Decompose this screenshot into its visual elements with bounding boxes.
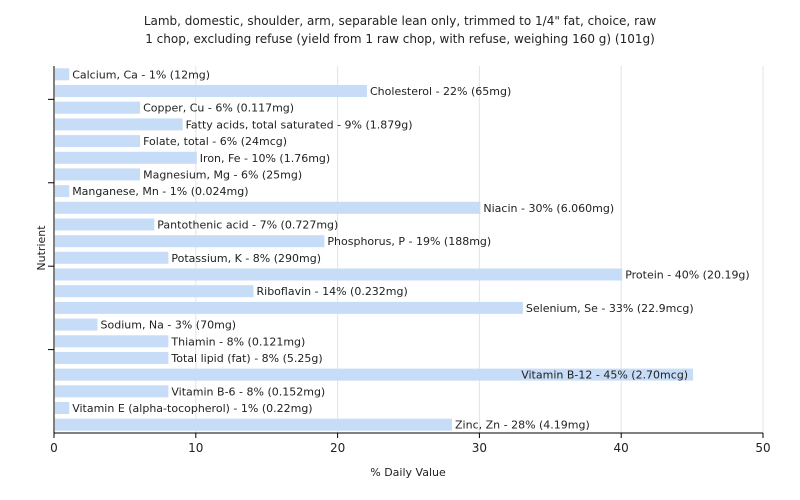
bar-14	[55, 301, 523, 314]
bar-label-7: Manganese, Mn - 1% (0.024mg)	[72, 185, 248, 198]
bar-label-4: Folate, total - 6% (24mcg)	[143, 135, 287, 148]
bar-8	[55, 201, 481, 214]
bars: Calcium, Ca - 1% (12mg) Cholesterol - 22%…	[55, 68, 750, 432]
bar-20	[55, 402, 70, 414]
bar-label-0: Calcium, Ca - 1% (12mg)	[72, 68, 210, 81]
bar-label-18: Vitamin B-12 - 45% (2.70mcg)	[521, 369, 688, 382]
x-tick-label-0: 0	[50, 441, 58, 455]
axes: 0 10 20 30 40 50	[48, 66, 771, 455]
bar-1	[55, 85, 367, 97]
bar-label-2: Copper, Cu - 6% (0.117mg)	[143, 102, 294, 115]
chart-title-line-2: 1 chop, excluding refuse (yield from 1 r…	[145, 32, 655, 46]
bar-label-8: Niacin - 30% (6.060mg)	[483, 202, 614, 215]
bar-label-11: Potassium, K - 8% (290mg)	[171, 252, 321, 265]
bar-label-6: Magnesium, Mg - 6% (25mg)	[143, 168, 302, 181]
x-tick-label-30: 30	[472, 441, 487, 455]
bar-label-5: Iron, Fe - 10% (1.76mg)	[200, 152, 330, 165]
bar-11	[55, 251, 169, 264]
bar-label-19: Vitamin B-6 - 8% (0.152mg)	[171, 385, 325, 398]
bar-15	[55, 318, 98, 331]
bar-label-21: Zinc, Zn - 28% (4.19mg)	[455, 419, 590, 432]
bar-21	[55, 418, 452, 431]
x-tick-label-40: 40	[614, 441, 629, 455]
bar-label-3: Fatty acids, total saturated - 9% (1.879…	[186, 118, 413, 131]
bar-label-10: Phosphorus, P - 19% (188mg)	[327, 235, 491, 248]
bar-10	[55, 235, 325, 248]
bar-label-1: Cholesterol - 22% (65mg)	[370, 85, 511, 98]
bar-5	[55, 151, 197, 164]
bar-7	[55, 185, 70, 198]
bar-16	[55, 335, 169, 348]
y-axis-title: Nutrient	[35, 225, 48, 271]
bar-12	[55, 268, 623, 281]
bar-4	[55, 135, 141, 148]
bar-label-13: Riboflavin - 14% (0.232mg)	[257, 285, 408, 298]
bar-17	[55, 351, 169, 364]
bar-label-17: Total lipid (fat) - 8% (5.25g)	[170, 352, 322, 365]
bar-18	[55, 368, 694, 381]
bar-6	[55, 168, 141, 181]
bar-label-20: Vitamin E (alpha-tocopherol) - 1% (0.22m…	[72, 402, 312, 415]
bar-19	[55, 385, 169, 398]
x-axis-title: % Daily Value	[370, 466, 446, 479]
x-tick-label-10: 10	[188, 441, 203, 455]
bar-0	[55, 68, 70, 81]
bar-9	[55, 218, 155, 231]
bar-13	[55, 285, 254, 298]
bar-label-15: Sodium, Na - 3% (70mg)	[101, 319, 237, 332]
bar-label-9: Pantothenic acid - 7% (0.727mg)	[157, 219, 338, 232]
bar-label-12: Protein - 40% (20.19g)	[625, 269, 750, 282]
x-tick-label-20: 20	[330, 441, 345, 455]
bar-3	[55, 118, 183, 131]
x-tick-label-50: 50	[755, 441, 770, 455]
bar-label-14: Selenium, Se - 33% (22.9mcg)	[526, 302, 694, 315]
bar-label-16: Thiamin - 8% (0.121mg)	[170, 335, 305, 348]
chart-title-line-1: Lamb, domestic, shoulder, arm, separable…	[143, 14, 657, 28]
bar-2	[55, 101, 141, 114]
